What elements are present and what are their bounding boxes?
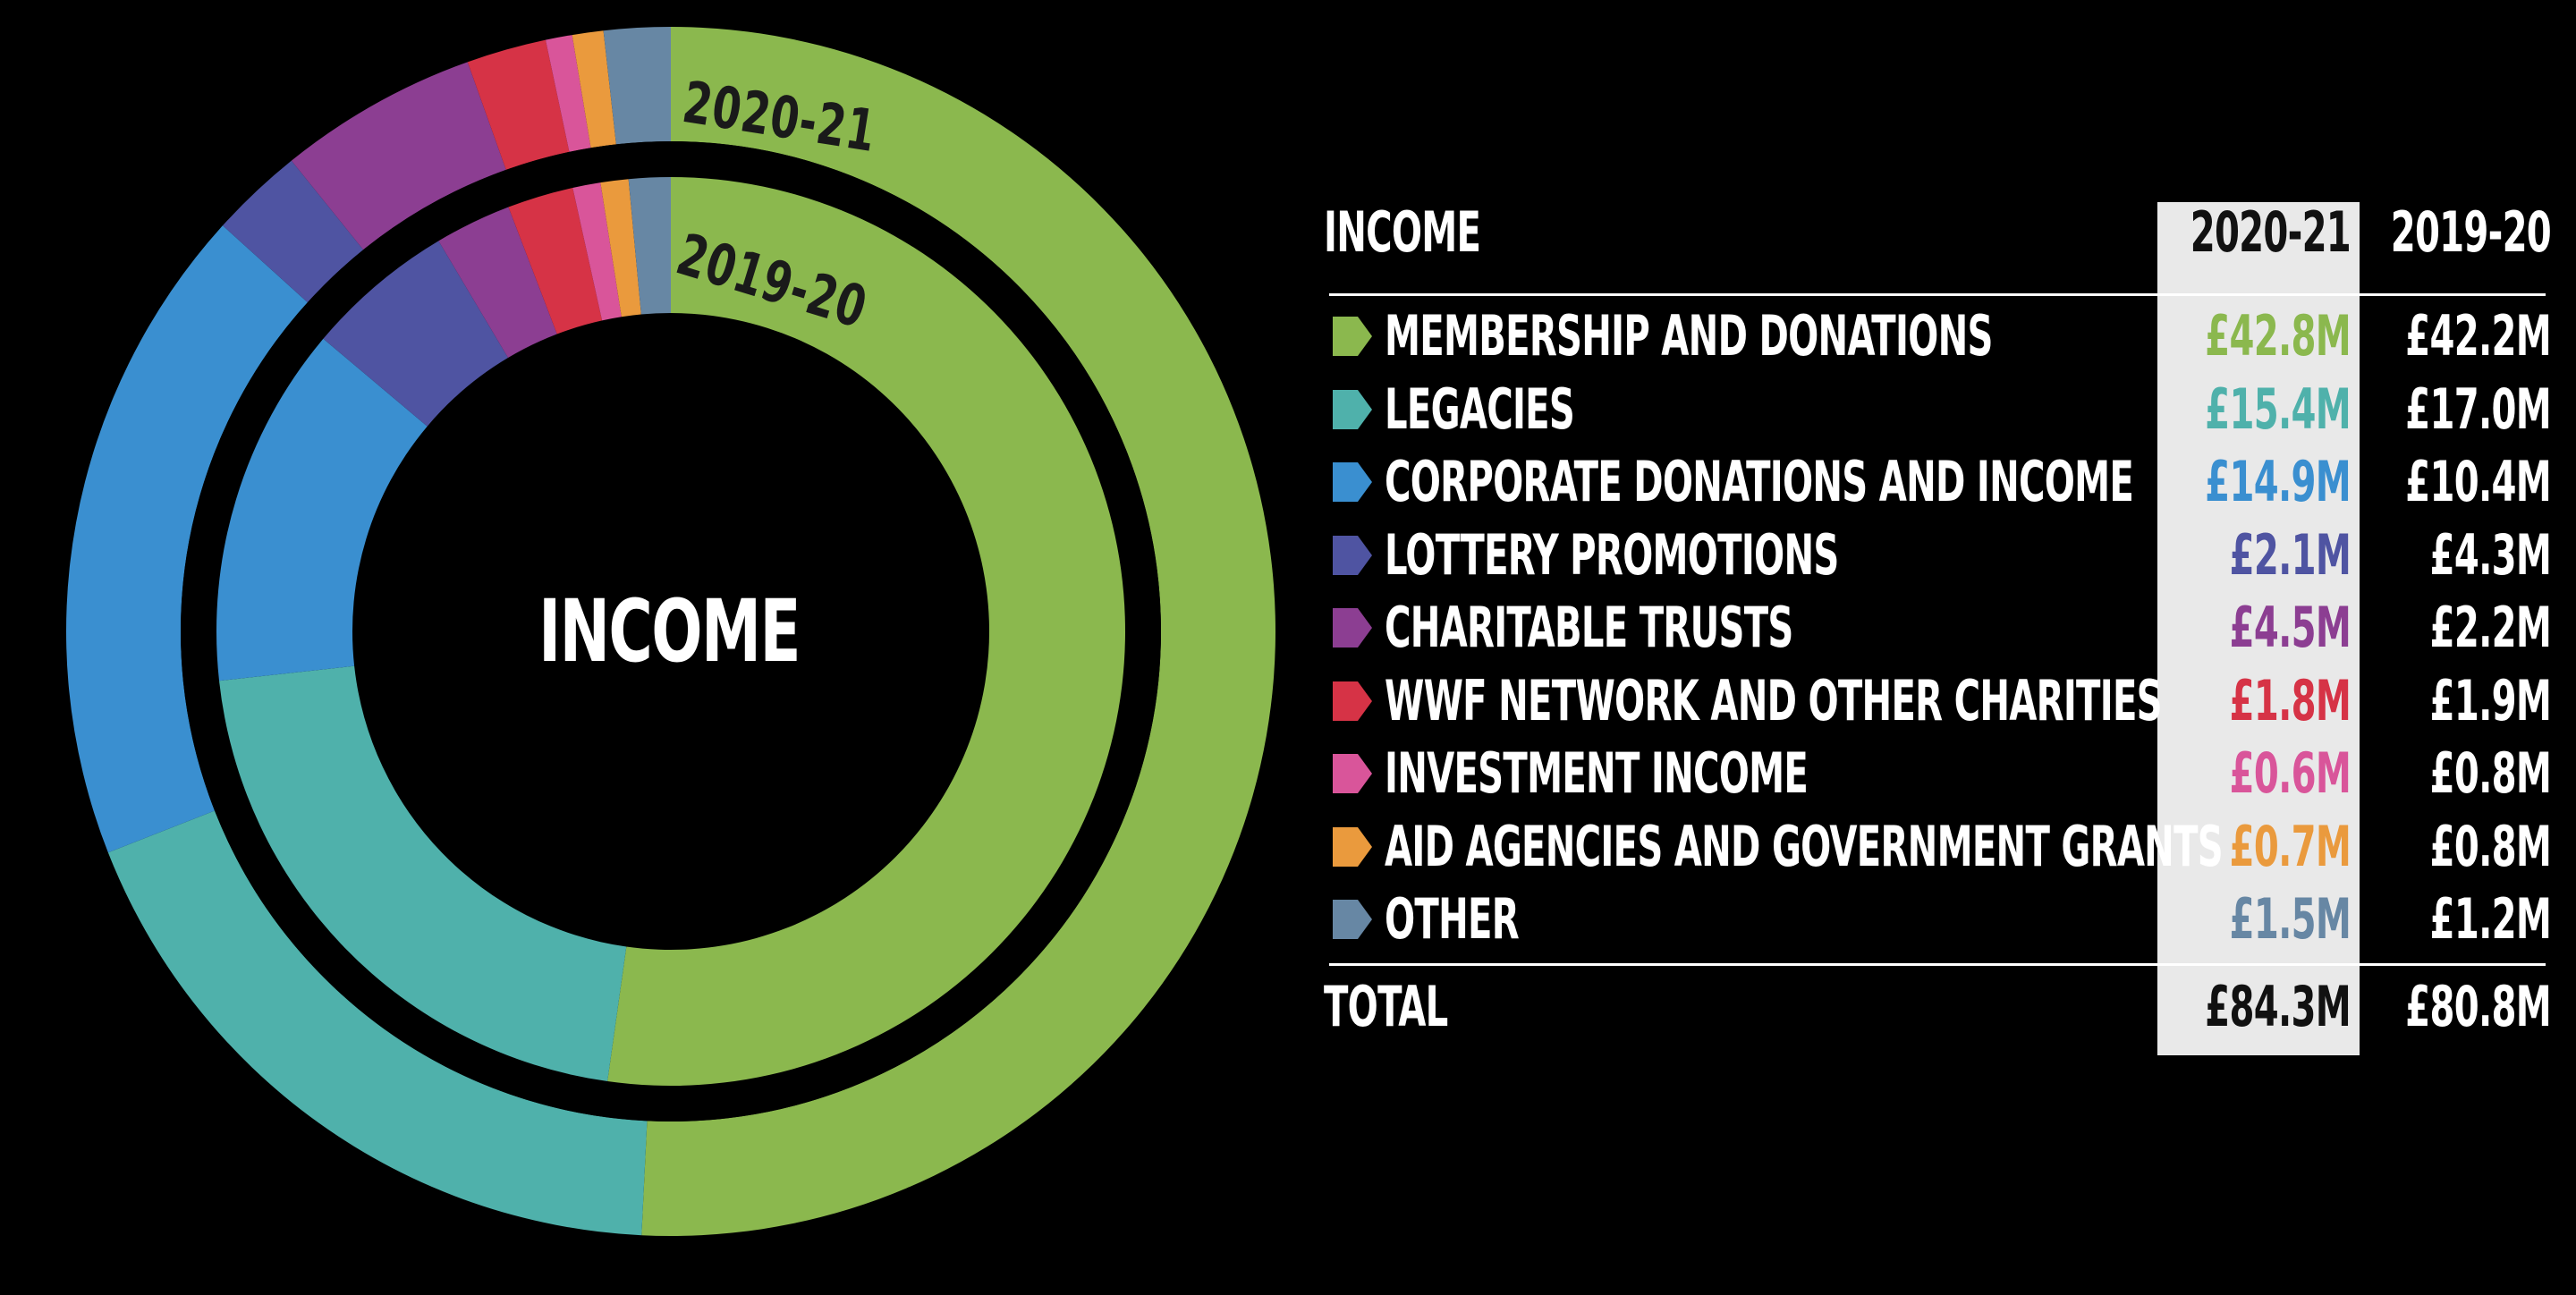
outer-ring-slice-6: [545, 35, 591, 152]
row-value-2020-21: £15.4M: [2205, 376, 2351, 442]
table-row: LOTTERY PROMOTIONS £2.1M £4.3M: [1324, 520, 2558, 591]
table-row: OTHER £1.5M £1.2M: [1324, 884, 2558, 955]
table-header-2020-21: 2020-21: [2190, 199, 2351, 265]
row-value-2019-20: £1.9M: [2429, 667, 2552, 733]
row-value-2020-21: £2.1M: [2229, 521, 2351, 588]
row-value-2019-20: £2.2M: [2429, 595, 2552, 660]
inner-ring-slice-5: [508, 187, 603, 334]
row-label: OTHER: [1385, 886, 1520, 952]
outer-ring-slice-5: [467, 39, 570, 170]
row-label: CHARITABLE TRUSTS: [1385, 595, 1793, 660]
outer-ring-slice-8: [603, 27, 671, 145]
table-row: CORPORATE DONATIONS AND INCOME £14.9M £10.…: [1324, 446, 2558, 518]
legend-marker-icon: [1333, 608, 1372, 648]
table-row: CHARITABLE TRUSTS £4.5M £2.2M: [1324, 592, 2558, 664]
total-value-2020-21: £84.3M: [2205, 974, 2351, 1039]
row-label: INVESTMENT INCOME: [1385, 741, 1809, 806]
table-header-2019-20: 2019-20: [2390, 199, 2552, 265]
legend-marker-icon: [1333, 317, 1372, 356]
outer-ring-slice-1: [107, 810, 648, 1236]
table-row: MEMBERSHIP AND DONATIONS £42.8M £42.2M: [1324, 300, 2558, 372]
legend-marker-icon: [1333, 389, 1372, 429]
row-value-2019-20: £0.8M: [2429, 741, 2552, 806]
inner-ring-slice-0: [607, 177, 1126, 1087]
row-value-2020-21: £1.8M: [2229, 667, 2351, 733]
legend-marker-icon: [1333, 535, 1372, 575]
inner-ring-slice-2: [216, 338, 428, 681]
outer-ring-slice-7: [572, 30, 616, 148]
row-value-2019-20: £4.3M: [2429, 521, 2552, 588]
row-value-2019-20: £10.4M: [2405, 449, 2551, 514]
row-value-2020-21: £0.7M: [2229, 813, 2351, 879]
inner-ring-slice-4: [438, 207, 557, 359]
table-header-row: INCOME 2020-21 2019-20: [1324, 197, 2558, 268]
table-row: WWF NETWORK AND OTHER CHARITIES £1.8M £1.9…: [1324, 665, 2558, 737]
outer-ring-slice-4: [291, 62, 506, 250]
donut-center-title: INCOME: [538, 581, 801, 681]
ring-separator: [181, 141, 1161, 1121]
row-value-2019-20: £0.8M: [2429, 813, 2552, 879]
legend-marker-icon: [1333, 681, 1372, 721]
legend-marker-icon: [1333, 754, 1372, 793]
row-label: AID AGENCIES AND GOVERNMENT GRANTS: [1385, 813, 2224, 879]
outer-ring-slice-3: [222, 160, 364, 303]
table-header-income: INCOME: [1324, 199, 1481, 265]
table-row: AID AGENCIES AND GOVERNMENT GRANTS £0.7M £…: [1324, 811, 2558, 883]
row-value-2020-21: £0.6M: [2229, 741, 2351, 806]
current-year-highlight-column: [2157, 202, 2360, 1055]
outer-ring-slice-2: [66, 225, 308, 853]
legend-marker-icon: [1333, 900, 1372, 939]
table-row: LEGACIES £15.4M £17.0M: [1324, 374, 2558, 445]
inner-ring-slice-7: [600, 179, 641, 317]
inner-ring-slice-6: [572, 182, 622, 321]
row-value-2019-20: £42.2M: [2405, 303, 2551, 368]
inner-ring-slice-1: [219, 665, 627, 1082]
row-label: LOTTERY PROMOTIONS: [1385, 521, 1839, 588]
row-label: MEMBERSHIP AND DONATIONS: [1385, 303, 1993, 368]
total-value-2019-20: £80.8M: [2405, 974, 2551, 1039]
header-divider: [1329, 293, 2546, 296]
row-value-2020-21: £14.9M: [2205, 449, 2351, 514]
inner-ring-slice-3: [323, 241, 509, 427]
row-value-2020-21: £4.5M: [2229, 595, 2351, 660]
row-value-2020-21: £42.8M: [2205, 303, 2351, 368]
total-divider: [1329, 963, 2546, 966]
table-row: INVESTMENT INCOME £0.6M £0.8M: [1324, 738, 2558, 809]
row-value-2020-21: £1.5M: [2229, 886, 2351, 952]
row-value-2019-20: £1.2M: [2429, 886, 2552, 952]
total-row: TOTAL £84.3M £80.8M: [1324, 971, 2558, 1043]
row-value-2019-20: £17.0M: [2405, 376, 2551, 442]
legend-marker-icon: [1333, 462, 1372, 502]
row-label: LEGACIES: [1385, 376, 1575, 442]
row-label: CORPORATE DONATIONS AND INCOME: [1385, 449, 2134, 514]
outer-ring-slice-0: [641, 27, 1276, 1237]
inner-ring-slice-8: [628, 177, 671, 315]
income-donut-chart: [66, 27, 1276, 1237]
legend-marker-icon: [1333, 826, 1372, 867]
total-label: TOTAL: [1324, 974, 1448, 1039]
row-label: WWF NETWORK AND OTHER CHARITIES: [1385, 667, 2163, 733]
income-table: INCOME 2020-21 2019-20 MEMBERSHIP AND DO…: [1324, 197, 2558, 1055]
